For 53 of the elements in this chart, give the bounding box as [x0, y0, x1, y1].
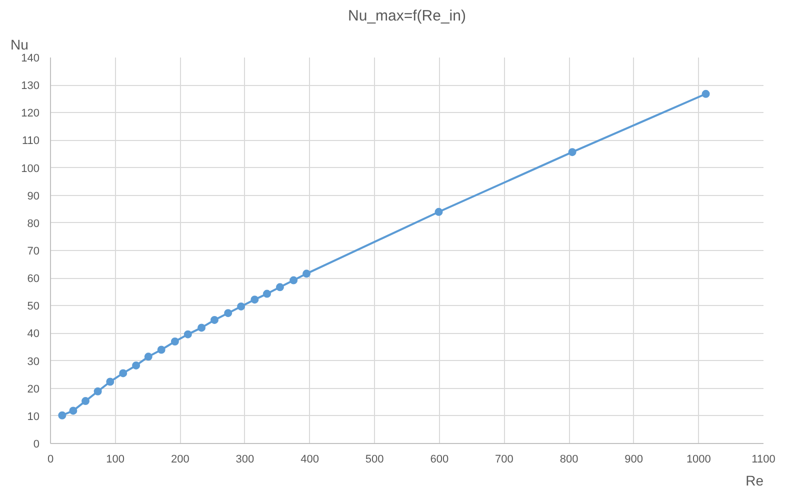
point	[262, 290, 271, 298]
x-tick-label: 800	[560, 454, 578, 466]
point	[82, 397, 90, 406]
x-axis-title: Re	[746, 472, 764, 488]
y-tick-label: 80	[27, 218, 40, 230]
point	[157, 346, 166, 354]
point	[132, 361, 140, 370]
point	[434, 208, 443, 216]
point	[184, 330, 192, 338]
point	[58, 411, 66, 420]
y-axis-title: Nu	[10, 36, 28, 52]
y-tick-label: 70	[27, 246, 40, 258]
point	[94, 387, 102, 396]
x-tick-label: 900	[624, 454, 644, 466]
x-tick-label: 500	[365, 454, 384, 466]
point	[198, 324, 206, 332]
point	[144, 352, 152, 361]
chart-title: Nu_max=f(Re_in)	[348, 8, 466, 24]
point	[210, 316, 218, 324]
y-tick-label: 30	[27, 356, 40, 368]
x-tick-label: 300	[236, 454, 254, 466]
x-tick-label: 400	[300, 454, 319, 466]
y-tick-label: 90	[27, 190, 40, 202]
y-tick-label: 60	[27, 273, 40, 286]
point	[237, 302, 246, 310]
point	[170, 337, 179, 346]
point	[106, 378, 114, 386]
y-tick-label: 40	[27, 328, 40, 340]
point	[302, 270, 311, 278]
x-tick-label: 200	[170, 454, 190, 466]
y-tick-label: 50	[27, 300, 40, 313]
point	[290, 276, 298, 284]
point	[702, 90, 710, 98]
x-tick-label: 100	[106, 454, 124, 466]
y-tick-label: 130	[21, 80, 40, 92]
y-tick-label: 0	[33, 438, 40, 450]
y-tick-label: 10	[27, 410, 40, 423]
point	[224, 309, 232, 318]
y-tick-label: 20	[27, 383, 40, 396]
x-tick-label: 600	[430, 454, 449, 466]
y-tick-label: 140	[21, 52, 40, 64]
x-tick-label: 1100	[752, 454, 776, 466]
point	[69, 406, 78, 415]
x-tick-label: 1000	[686, 454, 711, 466]
point	[119, 369, 128, 378]
y-tick-label: 100	[21, 162, 40, 175]
point	[250, 296, 259, 304]
point	[568, 148, 576, 156]
x-tick-label: 700	[495, 454, 514, 466]
point	[276, 283, 284, 292]
x-tick-label: 0	[47, 454, 54, 466]
y-tick-label: 120	[21, 108, 40, 120]
y-tick-label: 110	[22, 135, 40, 148]
